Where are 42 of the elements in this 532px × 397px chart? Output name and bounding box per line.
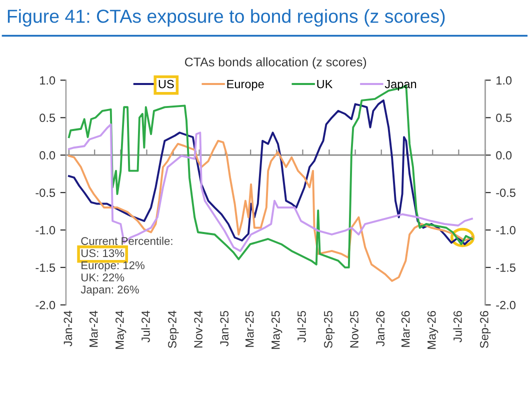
chart-subtitle: CTAs bonds allocation (z scores) [184,57,366,69]
x-tick-label: Nov-25 [350,310,358,348]
y-tick-label: -2.0 [36,300,56,310]
x-tick-label: May-25 [271,310,282,349]
x-tick-label: Mar-25 [245,310,254,347]
y2-tick-label: 1.0 [496,76,512,85]
y2-tick-label: -2.0 [496,300,516,310]
annotation: UK: 22% [82,273,124,282]
x-tick-label: May-26 [427,310,438,349]
x-tick-label: Mar-24 [89,310,98,347]
y-tick-label: 0.0 [40,151,56,160]
legend-label: US [158,80,174,88]
x-tick-label: Jul-26 [453,310,462,342]
chart-title: Figure 41: CTAs exposure to bond regions (z scores) [8,9,445,27]
x-tick-label: Sep-24 [168,310,179,348]
legend-label: UK [317,80,333,88]
x-tick-label: Sep-25 [324,310,335,348]
y-tick-label: 0.5 [40,114,56,122]
x-tick-label: Sep-26 [480,310,491,348]
x-tick-label: Jan-26 [376,310,385,346]
x-tick-label: Mar-26 [401,310,410,347]
x-tick-label: Jul-24 [141,310,150,342]
x-tick-label: Jan-24 [64,310,72,346]
y2-tick-label: -1.0 [496,226,516,234]
y-tick-label: -1.5 [36,264,56,272]
x-tick-label: May-24 [115,310,126,349]
annotation: US: 13% [82,249,124,258]
x-tick-label: Jan-25 [220,310,229,346]
y-tick-label: -1.0 [36,226,56,234]
annotation: Europe: 12% [82,261,144,272]
y2-tick-label: 0.5 [496,114,512,122]
x-tick-label: Jul-25 [297,310,306,342]
y2-tick-label: -0.5 [496,188,516,197]
y2-tick-label: -1.5 [496,264,516,272]
legend-label: Japan [384,80,416,91]
x-tick-label: Nov-24 [194,310,202,348]
y2-tick-label: 0.0 [496,151,512,160]
annotation: Current Percentile: [81,236,172,245]
y-tick-label: -0.5 [36,188,56,197]
y-tick-label: 1.0 [40,76,56,85]
legend-label: Europe [227,80,264,91]
annotation: Japan: 26% [80,286,139,296]
